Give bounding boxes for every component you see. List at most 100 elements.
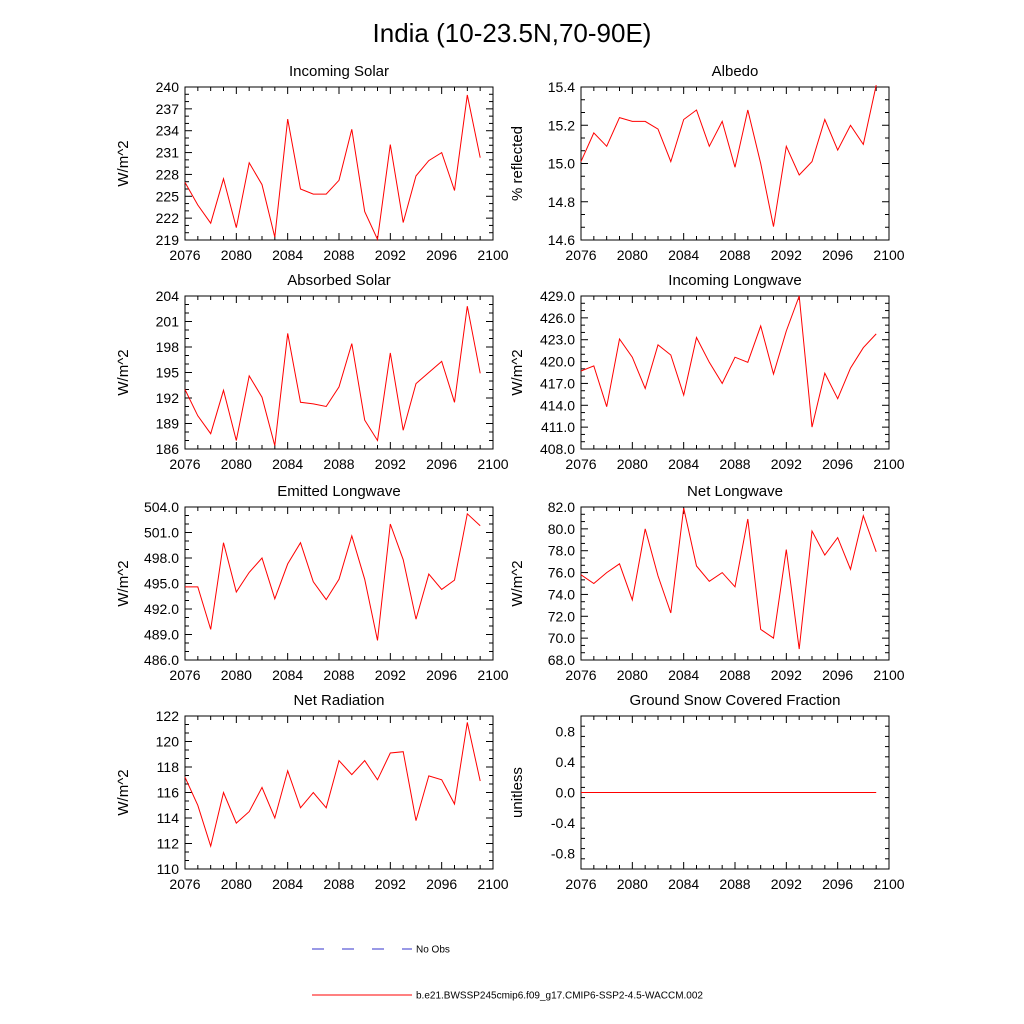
y-tick-label: 198: [156, 339, 180, 355]
x-tick-label: 2088: [323, 667, 354, 683]
y-tick-label: 225: [156, 188, 180, 204]
y-axis-label: W/m^2: [115, 349, 132, 395]
y-tick-label: 414.0: [540, 397, 575, 413]
x-tick-label: 2084: [272, 667, 303, 683]
panel-net-radiation: Net Radiation W/m^2 2076 2080 2084 2088 2092 20…: [115, 692, 509, 892]
series-line: [580, 295, 877, 428]
y-tick-label: 110: [157, 861, 180, 877]
x-tick-label: 2092: [375, 247, 406, 263]
y-tick-label: 0.8: [556, 723, 576, 739]
x-tick-label: 2088: [323, 247, 354, 263]
panel-title: Albedo: [712, 63, 759, 80]
x-tick-label: 2096: [426, 667, 457, 683]
y-axis-label: W/m^2: [115, 140, 132, 186]
y-axis-label: % reflected: [509, 126, 526, 201]
legend: No Obs b.e21.BWSSP245cmip6.f09_g17.CMIP6-…: [312, 945, 703, 1002]
x-tick-label: 2096: [426, 247, 457, 263]
x-tick-label: 2076: [169, 456, 200, 472]
y-tick-label: 498.0: [144, 550, 179, 566]
x-tick-label: 2076: [565, 876, 596, 892]
y-tick-label: -0.4: [551, 815, 575, 831]
plot-frame: [580, 506, 890, 661]
y-tick-label: 118: [157, 759, 180, 775]
panel-ground-snow-covered-fraction: Ground Snow Covered Fraction unitless 2076…: [509, 692, 905, 892]
y-tick-label: 82.0: [548, 499, 575, 515]
series-line: [184, 94, 481, 242]
y-tick-label: 74.0: [548, 586, 575, 602]
plot-frame: [184, 715, 494, 870]
panel-incoming-solar: Incoming Solar W/m^2 2076 2080 2084 2088 2092 2…: [115, 63, 509, 263]
x-tick-label: 2100: [873, 667, 904, 683]
plot-frame: [184, 506, 494, 661]
x-tick-label: 2084: [668, 456, 699, 472]
x-tick-label: 2084: [668, 247, 699, 263]
x-tick-label: 2100: [873, 247, 904, 263]
figure-title: India (10-23.5N,70-90E): [373, 18, 652, 48]
y-tick-label: 78.0: [548, 543, 575, 559]
y-tick-label: 14.6: [548, 232, 575, 248]
y-tick-label: 120: [156, 734, 180, 750]
y-tick-label: 234: [156, 123, 180, 139]
x-tick-label: 2080: [221, 876, 252, 892]
y-tick-label: 222: [156, 210, 180, 226]
y-tick-label: -0.8: [551, 846, 575, 862]
y-tick-label: 192: [156, 390, 180, 406]
y-tick-label: 501.0: [144, 525, 179, 541]
x-tick-label: 2076: [169, 247, 200, 263]
x-tick-label: 2088: [719, 247, 750, 263]
y-tick-label: 228: [156, 166, 180, 182]
panel-title: Incoming Longwave: [668, 272, 801, 289]
y-tick-label: 237: [156, 101, 180, 117]
y-tick-label: 408.0: [540, 441, 575, 457]
x-tick-label: 2092: [375, 456, 406, 472]
panel-title: Incoming Solar: [289, 63, 389, 80]
x-tick-label: 2092: [375, 667, 406, 683]
x-tick-label: 2088: [719, 456, 750, 472]
y-tick-label: 240: [156, 79, 180, 95]
x-tick-label: 2088: [719, 667, 750, 683]
series-line: [184, 306, 481, 446]
x-tick-label: 2100: [477, 247, 508, 263]
y-tick-label: 114: [157, 810, 180, 826]
y-tick-label: 76.0: [548, 565, 575, 581]
y-axis-label: W/m^2: [115, 769, 132, 815]
x-tick-label: 2092: [771, 247, 802, 263]
x-tick-label: 2080: [221, 247, 252, 263]
x-tick-label: 2088: [719, 876, 750, 892]
y-tick-label: 70.0: [548, 630, 575, 646]
y-tick-label: 112: [157, 836, 180, 852]
x-tick-label: 2088: [323, 876, 354, 892]
y-tick-label: 122: [156, 708, 180, 724]
y-tick-label: 15.4: [548, 79, 575, 95]
x-tick-label: 2100: [873, 456, 904, 472]
y-tick-label: 186: [156, 441, 180, 457]
plot-frame: [184, 86, 494, 241]
y-tick-label: 189: [156, 416, 180, 432]
plot-frame: [580, 86, 890, 241]
y-tick-label: 429.0: [540, 288, 575, 304]
y-axis-label: W/m^2: [115, 560, 132, 606]
y-tick-label: 0.0: [556, 785, 576, 801]
y-tick-label: 417.0: [540, 375, 575, 391]
chart-panels: Incoming Solar W/m^2 2076 2080 2084 2088 2092 2…: [115, 63, 905, 892]
x-tick-label: 2100: [477, 876, 508, 892]
y-tick-label: 201: [156, 314, 180, 330]
x-tick-label: 2096: [822, 247, 853, 263]
x-tick-label: 2080: [617, 247, 648, 263]
y-tick-label: 219: [156, 232, 180, 248]
y-tick-label: 420.0: [540, 354, 575, 370]
panel-title: Ground Snow Covered Fraction: [630, 692, 841, 709]
y-tick-label: 426.0: [540, 310, 575, 326]
x-tick-label: 2096: [426, 456, 457, 472]
x-tick-label: 2100: [477, 667, 508, 683]
x-tick-label: 2080: [221, 456, 252, 472]
x-tick-label: 2096: [822, 667, 853, 683]
x-tick-label: 2084: [272, 876, 303, 892]
y-tick-label: 15.2: [548, 117, 575, 133]
x-tick-label: 2096: [822, 456, 853, 472]
y-axis-label: unitless: [509, 767, 526, 818]
x-tick-label: 2100: [477, 456, 508, 472]
x-tick-label: 2080: [617, 876, 648, 892]
y-axis-label: W/m^2: [509, 560, 526, 606]
x-tick-label: 2092: [771, 876, 802, 892]
